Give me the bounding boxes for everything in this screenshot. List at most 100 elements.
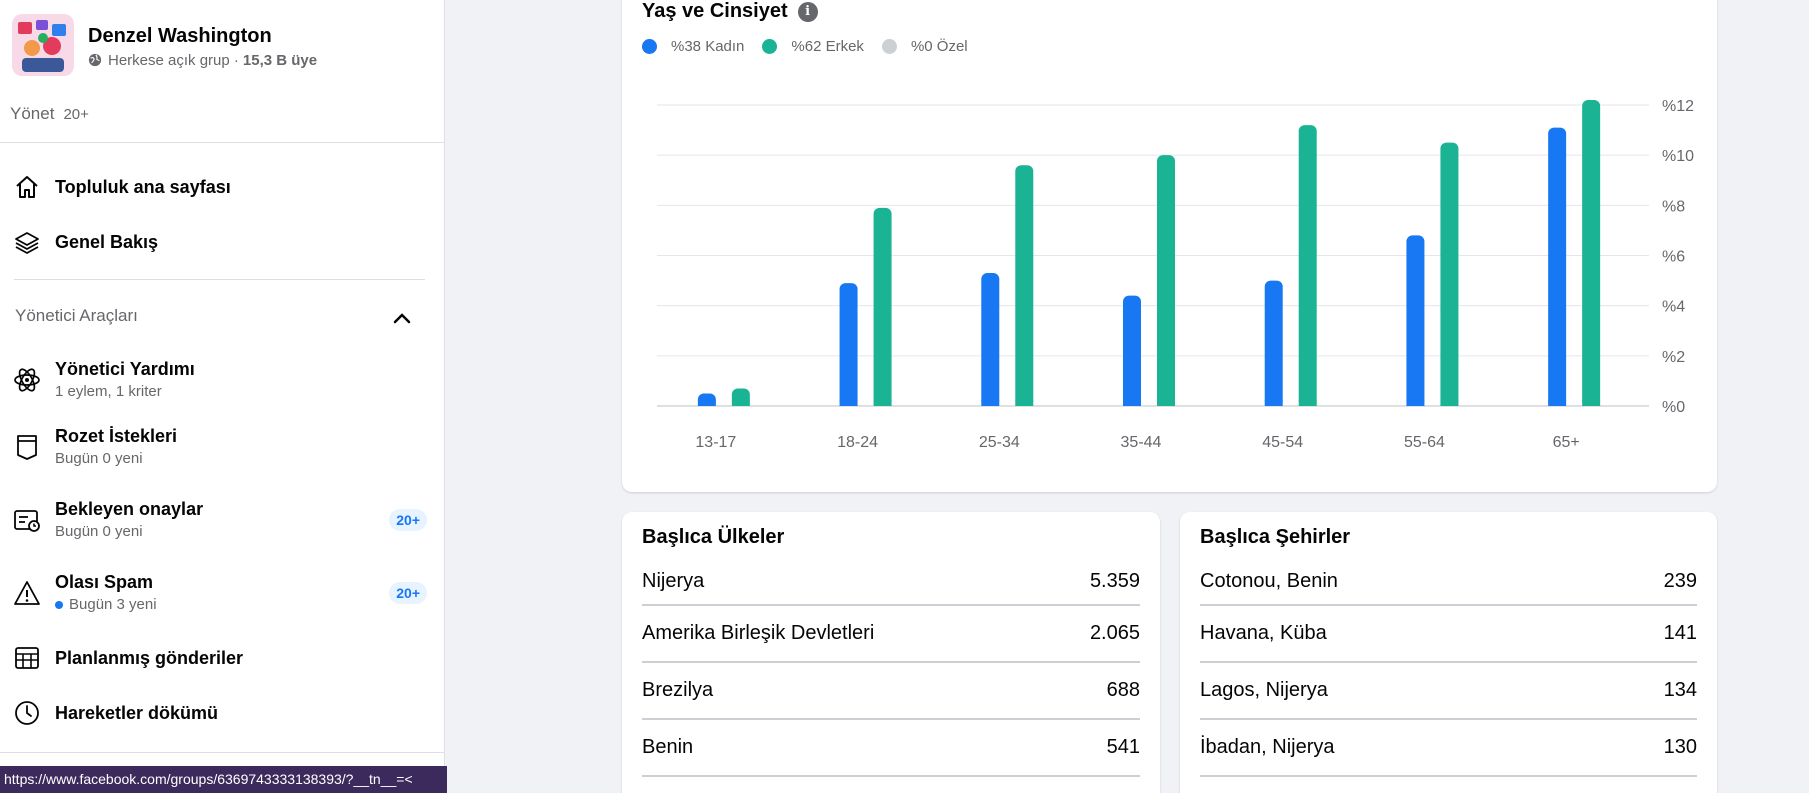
manage-row[interactable]: Yönet 20+ bbox=[10, 104, 89, 124]
y-tick-label: %8 bbox=[1662, 198, 1685, 215]
admin-tools-title: Yönetici Araçları bbox=[15, 306, 138, 325]
bar-female-18-24[interactable] bbox=[839, 283, 858, 406]
top-cities-card: Başlıca Şehirler Cotonou, Benin 239 Havana… bbox=[1180, 512, 1717, 793]
list-item-name: Cotonou, Benin bbox=[1200, 569, 1338, 592]
bar-male-18-24[interactable] bbox=[873, 207, 892, 406]
nav-label: Olası Spam bbox=[55, 572, 154, 592]
list-item: Benin 541 bbox=[642, 720, 1140, 777]
bar-male-45-54[interactable] bbox=[1298, 125, 1317, 407]
nav-sub: Bugün 0 yeni bbox=[55, 523, 143, 540]
spam-badge: 20+ bbox=[389, 582, 427, 604]
list-item-name: Benin bbox=[642, 736, 694, 758]
layers-icon bbox=[12, 227, 42, 257]
nav-sub: 1 eylem, 1 kriter bbox=[55, 383, 162, 400]
bar-base bbox=[839, 400, 858, 406]
manage-label: Yönet bbox=[10, 104, 55, 123]
list-item: Havana, Küba 141 bbox=[1200, 606, 1697, 663]
y-tick-label: %0 bbox=[1662, 399, 1685, 416]
bar-base bbox=[1015, 400, 1034, 406]
info-icon[interactable]: i bbox=[797, 1, 818, 22]
bar-base bbox=[873, 400, 892, 406]
nav-label: Rozet İstekleri bbox=[55, 426, 178, 446]
x-tick-label: 25-34 bbox=[979, 434, 1020, 451]
x-tick-label: 35-44 bbox=[1121, 434, 1162, 451]
bar-base bbox=[731, 400, 750, 406]
cities-title: Başlıca Şehirler bbox=[1200, 526, 1351, 548]
nav-label: Genel Bakış bbox=[55, 232, 159, 252]
unread-dot bbox=[55, 601, 63, 609]
bar-base bbox=[1123, 400, 1141, 406]
chart-legend: %38 Kadın %62 Erkek %0 Özel bbox=[642, 38, 986, 55]
globe-icon bbox=[88, 53, 102, 67]
list-item-value: 688 bbox=[1106, 679, 1140, 701]
bar-base bbox=[1582, 400, 1601, 406]
nav-label: Topluluk ana sayfası bbox=[55, 177, 231, 197]
top-countries-card: Başlıca Ülkeler Nijerya 5.359 Amerika Birl… bbox=[622, 512, 1160, 793]
bar-male-35-44[interactable] bbox=[1157, 155, 1175, 406]
bar-female-35-44[interactable] bbox=[1123, 295, 1141, 406]
group-avatar[interactable] bbox=[12, 14, 74, 76]
list-item: Nijerya 5.359 bbox=[642, 558, 1140, 606]
pending-icon bbox=[12, 505, 42, 535]
legend-label: %62 Erkek bbox=[791, 38, 864, 55]
status-bar-url: https://www.facebook.com/groups/63697433… bbox=[0, 766, 447, 793]
list-item: Cotonou, Benin 239 bbox=[1200, 558, 1697, 606]
list-item: İbadan, Nijerya 130 bbox=[1200, 720, 1697, 777]
nav-admin-help[interactable]: Yönetici Yardımı 1 eylem, 1 kriter bbox=[12, 357, 427, 403]
group-members: 15,3 B üye bbox=[242, 51, 318, 69]
bar-male-65+[interactable] bbox=[1582, 99, 1601, 406]
group-privacy: Herkese açık grup · bbox=[108, 51, 239, 69]
legend-label: %38 Kadın bbox=[671, 38, 745, 55]
legend-item-male: %62 Erkek bbox=[762, 38, 864, 55]
bar-base bbox=[1548, 400, 1567, 406]
bar-female-65+[interactable] bbox=[1548, 127, 1567, 406]
nav-scheduled-posts[interactable]: Planlanmış gönderiler bbox=[12, 643, 427, 673]
bar-male-25-34[interactable] bbox=[1015, 165, 1034, 406]
nav-sub: Bugün 3 yeni bbox=[69, 596, 157, 613]
x-tick-label: 18-24 bbox=[837, 434, 878, 451]
legend-dot bbox=[642, 39, 657, 54]
list-item-value: 2.065 bbox=[1089, 622, 1140, 644]
list-item: Brezilya 688 bbox=[642, 663, 1140, 720]
chevron-up-icon[interactable] bbox=[390, 308, 414, 328]
bar-female-55-64[interactable] bbox=[1406, 235, 1425, 406]
group-name[interactable]: Denzel Washington bbox=[88, 24, 272, 47]
sidebar: Denzel Washington Herkese açık grup · 15… bbox=[0, 0, 445, 793]
list-item-name: Lagos, Nijerya bbox=[1200, 679, 1328, 701]
list-item-name: Nijerya bbox=[642, 569, 705, 592]
x-tick-label: 13-17 bbox=[695, 434, 736, 451]
nav-pending-approvals[interactable]: Bekleyen onaylar Bugün 0 yeni 20+ bbox=[12, 497, 427, 543]
nav-overview[interactable]: Genel Bakış bbox=[12, 227, 427, 257]
bar-female-45-54[interactable] bbox=[1264, 280, 1283, 406]
countries-title: Başlıca Ülkeler bbox=[642, 526, 785, 548]
group-header[interactable]: Denzel Washington Herkese açık grup · 15… bbox=[12, 14, 317, 76]
list-item-value: 134 bbox=[1663, 679, 1697, 701]
nav-badge-requests[interactable]: Rozet İstekleri Bugün 0 yeni bbox=[12, 424, 427, 470]
age-gender-chart: %0 %2 %4 %6 %8 %10 %12 13-17 18-24 25-34 35-44 45-5… bbox=[657, 98, 1694, 451]
x-tick-label: 65+ bbox=[1553, 434, 1580, 451]
divider bbox=[0, 752, 445, 753]
nav-label: Hareketler dökümü bbox=[55, 703, 219, 723]
nav-community-home[interactable]: Topluluk ana sayfası bbox=[12, 172, 427, 202]
bar-base bbox=[1264, 400, 1283, 406]
home-icon bbox=[12, 172, 42, 202]
bar-base bbox=[1406, 400, 1425, 406]
bar-base bbox=[981, 400, 1000, 406]
bar-male-55-64[interactable] bbox=[1440, 142, 1459, 406]
bar-female-25-34[interactable] bbox=[981, 273, 1000, 406]
bar-base bbox=[697, 400, 716, 406]
bar-base bbox=[1157, 400, 1175, 406]
badge-icon bbox=[12, 432, 42, 462]
nav-activity-log[interactable]: Hareketler dökümü bbox=[12, 698, 427, 728]
list-item-value: 5.359 bbox=[1089, 569, 1140, 592]
nav-sub: Bugün 0 yeni bbox=[55, 450, 143, 467]
age-gender-card: Yaş ve Cinsiyet i %38 Kadın %62 Erkek %0… bbox=[622, 0, 1717, 492]
legend-dot bbox=[881, 39, 897, 54]
y-tick-label: %6 bbox=[1662, 249, 1685, 266]
nav-label: Yönetici Yardımı bbox=[55, 359, 195, 379]
nav-label: Bekleyen onaylar bbox=[55, 499, 204, 519]
manage-count: 20+ bbox=[63, 106, 89, 123]
y-tick-label: %4 bbox=[1662, 299, 1685, 316]
bar-base bbox=[1298, 400, 1317, 406]
nav-possible-spam[interactable]: Olası Spam Bugün 3 yeni 20+ bbox=[12, 570, 427, 616]
